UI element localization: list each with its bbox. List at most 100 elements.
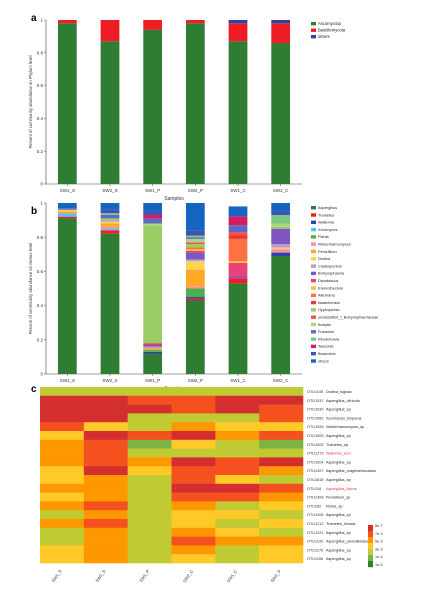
- y-tick-label: 0: [40, 182, 43, 187]
- bar-segment-aspergillus: [228, 283, 248, 374]
- heatmap-cell: [83, 519, 128, 529]
- heatmap-cell: [215, 536, 260, 546]
- legend-label: Penicillium: [318, 249, 337, 254]
- bar-segment-dipodascus: [185, 250, 205, 253]
- heatmap-cell: [215, 448, 260, 458]
- bar-segment-wickerhamomyces: [271, 249, 291, 253]
- y-tick-label: 0.2: [37, 337, 44, 342]
- bar-segment-xeromyces: [57, 213, 77, 217]
- bar-segment-alternaria: [185, 247, 205, 250]
- legend-swatch: [311, 220, 316, 224]
- row-otu-label: OTU1504: [307, 460, 323, 464]
- bar-segment-fusarium: [228, 225, 248, 233]
- y-tick-label: 0.6: [37, 269, 44, 274]
- colorbar-label: 3e-3: [375, 547, 383, 551]
- bar-segment-penicillium: [57, 211, 77, 214]
- heatmap-cell: [83, 395, 128, 405]
- heatmap-cell: [127, 457, 172, 467]
- row-taxon-label: Aspergillus_sp: [326, 531, 351, 535]
- heatmap-cell: [259, 395, 304, 405]
- bar-segment-ascomycota: [57, 23, 77, 185]
- heatmap-cell: [127, 448, 172, 458]
- bar-segment-cladosporium: [185, 259, 205, 262]
- heatmap-cell: [215, 501, 260, 511]
- heatmap-cell: [171, 510, 216, 520]
- heatmap-cell: [259, 387, 304, 397]
- bar-segment-pichia: [143, 350, 163, 352]
- heatmap-cell: [127, 501, 172, 511]
- heatmap-cell: [259, 519, 304, 529]
- legend-label: Pichia: [318, 234, 329, 239]
- bar-segment-diutina: [271, 247, 291, 250]
- bar-segment-fusarium: [57, 208, 77, 210]
- row-otu-label: OTU1005: [307, 443, 323, 447]
- bar-segment-unclassified-f-botryosphaeriaceae: [228, 232, 248, 236]
- bar-segment-botryosphaeria: [185, 252, 205, 260]
- bar-segment-others: [271, 203, 291, 212]
- heatmap-cell: [171, 395, 216, 405]
- legend-swatch: [311, 300, 316, 305]
- x-tick-label: SW1_P: [145, 378, 160, 383]
- heatmap-cell: [40, 413, 85, 423]
- bar-segment-botryosphaeria: [271, 228, 291, 245]
- heatmap-cell: [40, 545, 85, 555]
- bar-segment-rhodotorula: [185, 235, 205, 238]
- heatmap-cell: [40, 466, 85, 476]
- heatmap-cell: [259, 457, 304, 467]
- x-tick-label: SW1_S: [60, 188, 75, 193]
- legend-label: Trametes: [318, 212, 334, 217]
- y-tick-label: 0.8: [37, 50, 44, 55]
- legend-swatch: [311, 352, 316, 356]
- legend-label: Basidiomycota: [318, 28, 346, 33]
- bar-segment-wallemia: [143, 351, 163, 354]
- bar-segment-basidiomycota: [100, 20, 120, 42]
- row-otu-label: OTU1497: [307, 469, 323, 473]
- legend-swatch: [311, 22, 316, 26]
- heatmap-cell: [127, 536, 172, 546]
- heatmap-cell: [171, 422, 216, 432]
- heatmap-cell: [215, 457, 260, 467]
- heatmap-cell: [127, 387, 172, 397]
- legend-swatch: [311, 257, 316, 261]
- bar-segment-ascomycota: [185, 23, 205, 185]
- bar-segment-dipodascus: [228, 262, 248, 277]
- bar-segment-cladosporium: [143, 346, 163, 349]
- legend-swatch: [311, 227, 316, 232]
- colorbar-swatch: [368, 561, 373, 568]
- colorbar-label: 5e-3: [375, 540, 383, 544]
- legend-swatch: [311, 344, 316, 349]
- bar-segment-beauveria: [185, 230, 205, 236]
- legend-label: Dipodascus: [318, 278, 338, 283]
- heatmap-cell: [215, 475, 260, 485]
- colorbar-swatch: [368, 543, 373, 550]
- legend-swatch: [311, 308, 316, 312]
- legend-swatch: [311, 271, 316, 276]
- heatmap-cell: [127, 431, 172, 441]
- row-taxon-label: Aspergillus_sp: [326, 408, 351, 412]
- heatmap-cell: [259, 527, 304, 537]
- x-tick-label: SW1_S: [60, 378, 75, 383]
- row-taxon-label: Aspergillus_sp: [326, 513, 351, 517]
- legend-label: Rhodotorula: [318, 336, 340, 341]
- heatmap-cell: [40, 519, 85, 529]
- legend-label: Wickerhamomyces: [318, 242, 351, 247]
- legend-label: Issatchenkia: [318, 300, 340, 305]
- heatmap-cell: [127, 554, 172, 564]
- column-label: SW2_S: [94, 569, 106, 584]
- row-taxon-label: Aspergillus_flavus: [326, 487, 357, 491]
- row-taxon-label: Aspergillus_sp: [326, 478, 351, 482]
- heatmap-cell: [171, 475, 216, 485]
- row-otu-label: OTU1206: [307, 513, 323, 517]
- bar-segment-eremothecium: [228, 261, 248, 263]
- bar-segment-botryosphaeria: [228, 276, 248, 279]
- heatmap-cell: [127, 510, 172, 520]
- bar-segment-basidiomycota: [271, 23, 291, 43]
- heatmap-cell: [171, 519, 216, 529]
- bar-segment-fusarium: [185, 237, 205, 239]
- heatmap-cell: [215, 519, 260, 529]
- heatmap-cell: [215, 545, 260, 555]
- y-axis-title: Percent of community abundance on Genus …: [28, 243, 33, 335]
- heatmap-cell: [215, 431, 260, 441]
- bar-segment-beauveria: [100, 209, 120, 214]
- heatmap-cell: [171, 483, 216, 493]
